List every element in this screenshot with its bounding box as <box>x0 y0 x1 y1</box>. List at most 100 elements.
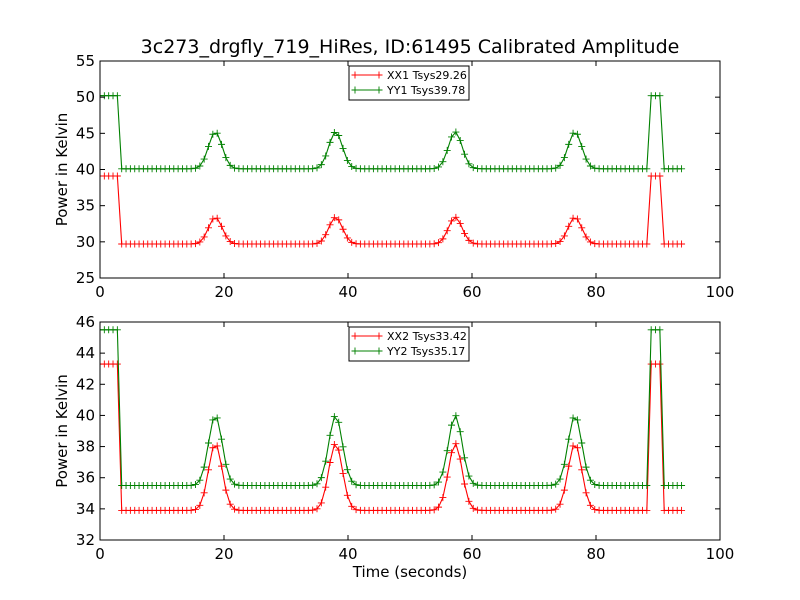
data-point <box>586 476 594 484</box>
data-point <box>213 214 221 222</box>
data-point <box>209 215 217 223</box>
data-point <box>573 215 581 223</box>
data-point <box>313 164 321 172</box>
data-point <box>205 224 212 232</box>
y-tick-label: 42 <box>76 375 95 393</box>
y-tick-label: 36 <box>76 469 95 487</box>
data-point <box>196 238 204 246</box>
data-point <box>317 161 325 169</box>
data-point <box>317 237 325 245</box>
data-point <box>586 238 594 246</box>
data-point <box>443 146 451 154</box>
data-point <box>426 506 434 514</box>
legend-label: YY1 Tsys39.78 <box>386 84 465 97</box>
data-point <box>348 238 356 246</box>
data-point <box>430 164 438 172</box>
data-point <box>200 463 208 471</box>
data-point <box>556 238 564 246</box>
data-point <box>443 447 451 455</box>
data-point <box>578 466 586 474</box>
series-2 <box>100 326 686 489</box>
data-point <box>191 480 199 488</box>
x-tick-label: 100 <box>706 545 735 563</box>
x-tick-label: 60 <box>462 545 481 563</box>
data-point <box>205 142 212 150</box>
data-point <box>430 506 438 514</box>
series-1 <box>100 172 686 248</box>
data-point <box>339 443 347 451</box>
data-point <box>448 133 456 141</box>
data-point <box>218 140 226 148</box>
data-point <box>578 142 586 150</box>
data-point <box>330 413 338 421</box>
data-point <box>191 505 199 513</box>
data-point <box>452 412 460 420</box>
data-point <box>560 154 568 162</box>
series-1 <box>100 360 686 514</box>
legend-marker <box>351 347 359 355</box>
data-point <box>656 326 664 334</box>
data-point <box>569 214 577 222</box>
data-point <box>469 164 477 172</box>
data-point <box>196 476 204 484</box>
data-point <box>113 360 121 368</box>
data-point <box>309 506 317 514</box>
data-point <box>200 155 208 163</box>
x-tick-label: 20 <box>214 545 233 563</box>
y-tick-label: 30 <box>76 233 95 251</box>
data-point <box>456 428 464 436</box>
y-tick-label: 45 <box>76 124 95 142</box>
data-point <box>231 164 239 172</box>
legend-label: YY2 Tsys35.17 <box>386 345 465 358</box>
data-point <box>461 150 469 158</box>
data-point <box>591 480 599 488</box>
data-point <box>547 506 555 514</box>
data-point <box>335 418 343 426</box>
legend-marker <box>375 347 383 355</box>
data-point <box>335 446 343 454</box>
data-point <box>560 232 568 240</box>
data-point <box>456 455 464 463</box>
data-point <box>343 466 351 474</box>
data-point <box>556 161 564 169</box>
data-point <box>573 416 581 424</box>
data-point <box>582 155 590 163</box>
data-point <box>226 475 234 483</box>
data-point <box>200 233 208 241</box>
data-point <box>196 501 204 509</box>
data-point <box>222 232 230 240</box>
data-point <box>213 414 221 422</box>
data-point <box>469 504 477 512</box>
data-point <box>352 506 360 514</box>
data-point <box>231 505 239 513</box>
data-point <box>582 463 590 471</box>
data-point <box>313 505 321 513</box>
x-tick-label: 60 <box>462 283 481 301</box>
data-point <box>218 435 226 443</box>
data-point <box>578 224 586 232</box>
data-point <box>187 481 195 489</box>
data-point <box>591 505 599 513</box>
data-point <box>461 229 469 237</box>
data-point <box>317 474 325 482</box>
data-point <box>322 152 330 160</box>
data-point <box>565 140 573 148</box>
data-point <box>452 213 460 221</box>
data-point <box>322 483 330 491</box>
data-point <box>439 494 447 502</box>
x-tick-label: 80 <box>586 283 605 301</box>
plot-frame <box>99 321 721 541</box>
x-tick-label: 40 <box>338 545 357 563</box>
y-tick-label: 25 <box>76 269 95 287</box>
data-point <box>426 481 434 489</box>
data-point <box>326 431 334 439</box>
data-point <box>643 482 651 489</box>
figure-title: 3c273_drgfly_719_HiRes, ID:61495 Calibra… <box>141 36 680 58</box>
data-point <box>339 469 347 477</box>
data-point <box>678 506 686 514</box>
data-point <box>222 460 230 468</box>
data-point <box>578 439 586 447</box>
data-point <box>196 162 204 170</box>
data-point <box>547 165 555 173</box>
data-point <box>213 129 221 137</box>
